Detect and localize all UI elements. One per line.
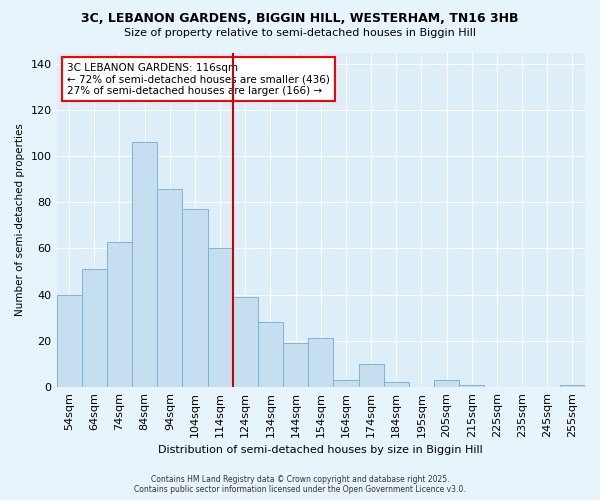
Bar [560, 384, 585, 387]
X-axis label: Distribution of semi-detached houses by size in Biggin Hill: Distribution of semi-detached houses by … [158, 445, 483, 455]
Y-axis label: Number of semi-detached properties: Number of semi-detached properties [15, 123, 25, 316]
Text: Size of property relative to semi-detached houses in Biggin Hill: Size of property relative to semi-detach… [124, 28, 476, 38]
Bar [308, 338, 334, 387]
Bar [283, 343, 308, 387]
Bar [434, 380, 459, 387]
Bar [359, 364, 383, 387]
Bar [233, 297, 258, 387]
Bar [383, 382, 409, 387]
Bar [334, 380, 359, 387]
Text: 3C LEBANON GARDENS: 116sqm
← 72% of semi-detached houses are smaller (436)
27% o: 3C LEBANON GARDENS: 116sqm ← 72% of semi… [67, 62, 330, 96]
Bar [107, 242, 132, 387]
Bar [157, 188, 182, 387]
Text: 3C, LEBANON GARDENS, BIGGIN HILL, WESTERHAM, TN16 3HB: 3C, LEBANON GARDENS, BIGGIN HILL, WESTER… [81, 12, 519, 26]
Bar [132, 142, 157, 387]
Bar [56, 294, 82, 387]
Bar [208, 248, 233, 387]
Bar [459, 384, 484, 387]
Text: Contains HM Land Registry data © Crown copyright and database right 2025.
Contai: Contains HM Land Registry data © Crown c… [134, 474, 466, 494]
Bar [258, 322, 283, 387]
Bar [82, 269, 107, 387]
Bar [182, 210, 208, 387]
